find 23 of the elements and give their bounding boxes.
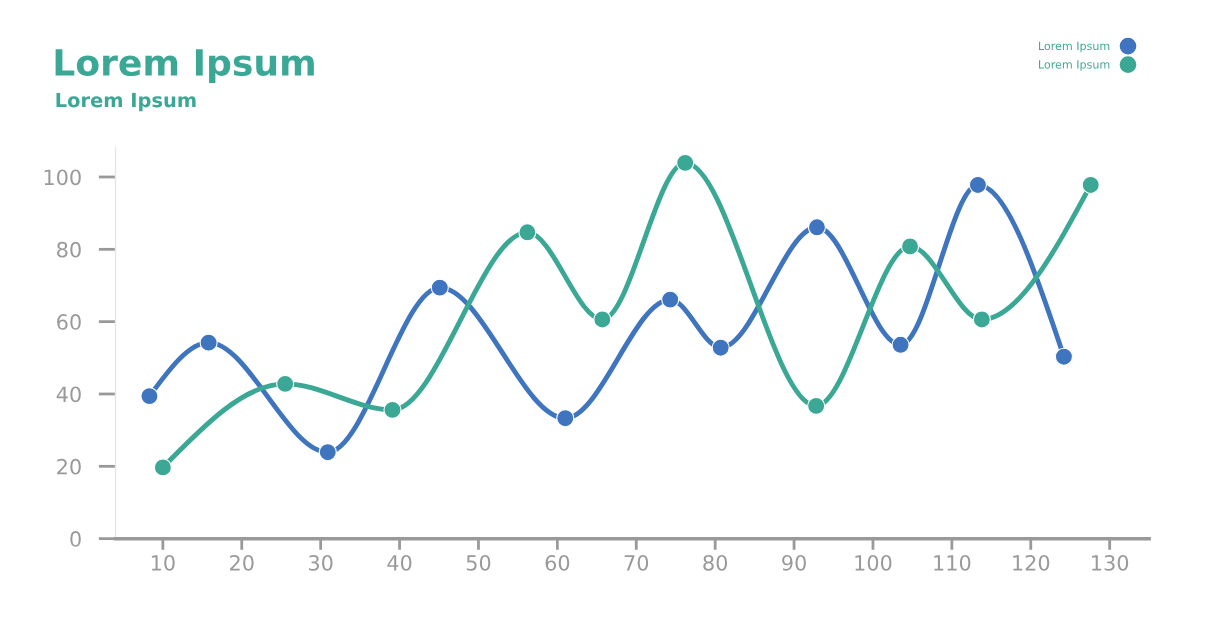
x-tick-label: 120 <box>1013 554 1050 571</box>
x-tick-label: 80 <box>703 554 728 571</box>
y-tick-label: 60 <box>57 314 81 330</box>
chart-title: Lorem Ipsum <box>55 49 314 84</box>
y-tick-label: 40 <box>56 386 81 403</box>
x-tick-label: 50 <box>466 554 491 571</box>
legend-label: Lorem Ipsum <box>1039 41 1110 53</box>
x-tick-label: 90 <box>782 554 806 571</box>
x-tick-label: 20 <box>230 554 254 571</box>
legend-label: Lorem Ipsum <box>1039 60 1110 71</box>
x-tick-label: 110 <box>934 554 971 571</box>
x-tick-label: 60 <box>545 554 570 571</box>
chart-subtitle: Lorem Ipsum <box>56 92 196 112</box>
x-tick-label: 100 <box>855 554 892 571</box>
y-tick-label: 100 <box>44 169 81 186</box>
x-tick-label: 130 <box>1092 554 1129 571</box>
x-tick-label: 30 <box>309 554 333 571</box>
x-tick-label: 10 <box>151 554 175 571</box>
x-tick-label: 40 <box>387 554 412 571</box>
y-tick-label: 0 <box>70 531 81 547</box>
y-tick-label: 20 <box>57 458 81 475</box>
y-tick-label: 80 <box>57 241 81 258</box>
x-tick-label: 70 <box>624 554 649 571</box>
